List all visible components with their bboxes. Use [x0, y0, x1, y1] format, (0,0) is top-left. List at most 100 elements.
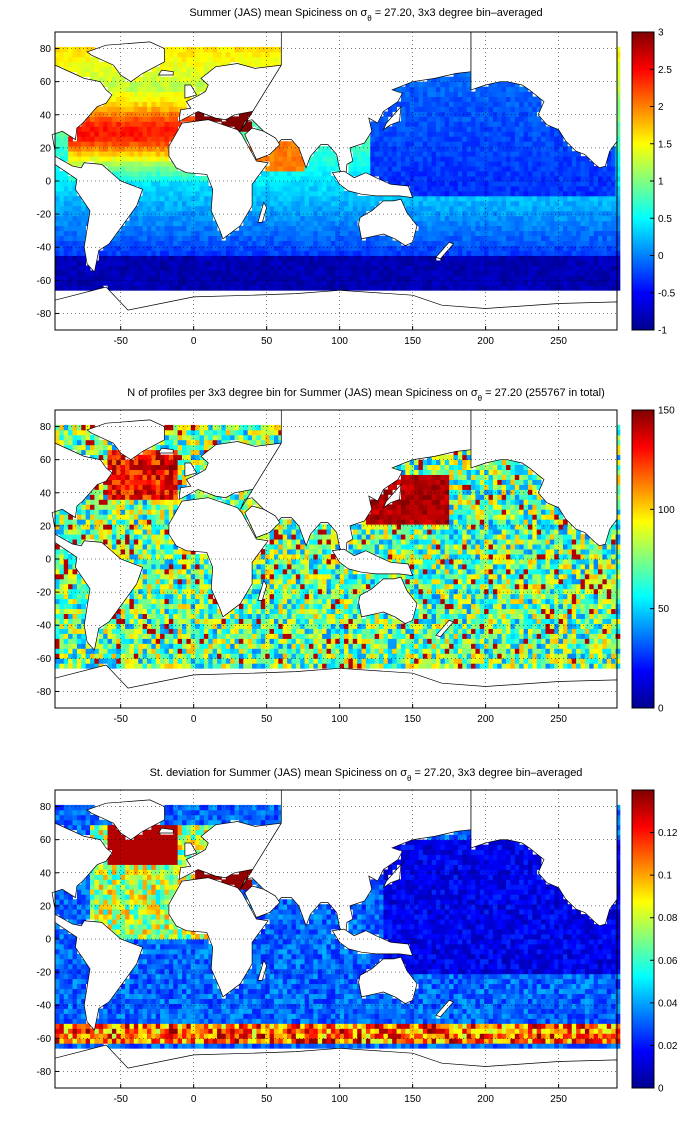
heatmap-cell: [457, 275, 463, 281]
heatmap-cell: [379, 663, 384, 669]
heatmap-cell: [598, 215, 603, 222]
heatmap-cell: [466, 265, 472, 271]
heatmap-cell: [466, 111, 472, 117]
heatmap-cell: [506, 166, 511, 172]
heatmap-cell: [265, 250, 270, 256]
heatmap-cell: [523, 280, 529, 286]
heatmap-cell: [457, 151, 463, 157]
heatmap-cell: [400, 141, 406, 147]
heatmap-cell: [287, 205, 292, 212]
heatmap-cell: [427, 161, 433, 167]
heatmap-cell: [405, 146, 411, 152]
heatmap-cell: [392, 643, 397, 649]
heatmap-cell: [545, 156, 551, 162]
heatmap-cell: [400, 106, 406, 112]
heatmap-cell: [510, 156, 516, 162]
heatmap-cell: [308, 663, 314, 669]
heatmap-cell: [405, 648, 411, 654]
heatmap-cell: [571, 280, 577, 286]
heatmap-cell: [383, 275, 389, 281]
heatmap-cell: [287, 285, 292, 291]
heatmap-cell: [168, 245, 174, 251]
heatmap-cell: [173, 653, 179, 659]
heatmap-cell: [177, 81, 183, 88]
heatmap-cell: [523, 215, 529, 222]
heatmap-cell: [453, 255, 459, 261]
heatmap-cell: [260, 171, 266, 177]
heatmap-cell: [457, 101, 463, 107]
heatmap-cell: [418, 643, 424, 649]
heatmap-cell: [449, 653, 454, 659]
heatmap-cell: [379, 235, 384, 241]
heatmap-cell: [225, 51, 231, 58]
heatmap-cell: [471, 190, 476, 197]
heatmap-cell: [317, 260, 323, 266]
heatmap-cell: [462, 96, 468, 102]
heatmap-cell: [532, 126, 538, 132]
heatmap-cell: [265, 658, 270, 664]
heatmap-cell: [589, 653, 595, 659]
heatmap-cell: [527, 200, 533, 207]
heatmap-cell: [510, 166, 516, 172]
heatmap-cell: [383, 141, 389, 147]
heatmap-cell: [396, 156, 402, 162]
heatmap-cell: [444, 176, 450, 182]
heatmap-cell: [155, 106, 161, 112]
heatmap-cell: [479, 200, 485, 207]
heatmap-cell: [273, 648, 279, 654]
heatmap-cell: [514, 151, 520, 157]
heatmap-cell: [471, 240, 476, 246]
heatmap-cell: [514, 101, 520, 107]
heatmap-cell: [580, 171, 586, 177]
heatmap-cell: [589, 285, 595, 291]
heatmap-cell: [199, 250, 205, 256]
heatmap-cell: [160, 91, 165, 97]
heatmap-cell: [501, 225, 507, 232]
heatmap-cell: [532, 121, 538, 127]
heatmap-cell: [186, 658, 192, 664]
heatmap-cell: [103, 66, 108, 73]
heatmap-cell: [549, 225, 555, 232]
heatmap-cell: [435, 106, 441, 112]
heatmap-cell: [471, 255, 476, 261]
heatmap-cell: [479, 648, 485, 654]
heatmap-cell: [392, 126, 397, 132]
heatmap-cell: [593, 235, 599, 241]
heatmap-cell: [304, 663, 310, 669]
heatmap-cell: [138, 96, 143, 102]
heatmap-cell: [317, 275, 323, 281]
heatmap-cell: [252, 270, 257, 276]
heatmap-cell: [405, 280, 411, 286]
heatmap-cell: [392, 121, 397, 127]
heatmap-cell: [168, 121, 174, 127]
heatmap-cell: [160, 76, 165, 83]
heatmap-cell: [243, 663, 249, 669]
heatmap-cell: [383, 116, 389, 122]
heatmap-cell: [85, 648, 91, 654]
heatmap-cell: [295, 151, 301, 157]
heatmap-cell: [282, 265, 288, 271]
heatmap-cell: [63, 250, 69, 256]
heatmap-cell: [352, 255, 358, 261]
heatmap-cell: [273, 265, 279, 271]
heatmap-cell: [527, 146, 533, 152]
heatmap-cell: [256, 225, 262, 232]
heatmap-cell: [55, 265, 60, 271]
heatmap-cell: [221, 245, 227, 251]
heatmap-cell: [435, 205, 441, 212]
heatmap-cell: [125, 230, 130, 237]
heatmap-cell: [383, 240, 389, 246]
heatmap-cell: [352, 260, 358, 266]
heatmap-cell: [479, 101, 485, 107]
heatmap-cell: [501, 250, 507, 256]
colorbar-tick-label: 1: [658, 177, 664, 188]
heatmap-cell: [116, 663, 122, 669]
heatmap-cell: [72, 200, 78, 207]
heatmap-cell: [238, 643, 244, 649]
heatmap-cell: [558, 285, 564, 291]
heatmap-cell: [584, 166, 590, 172]
heatmap-cell: [571, 265, 577, 271]
heatmap-cell: [295, 240, 301, 246]
heatmap-cell: [427, 166, 433, 172]
heatmap-cell: [164, 200, 170, 207]
